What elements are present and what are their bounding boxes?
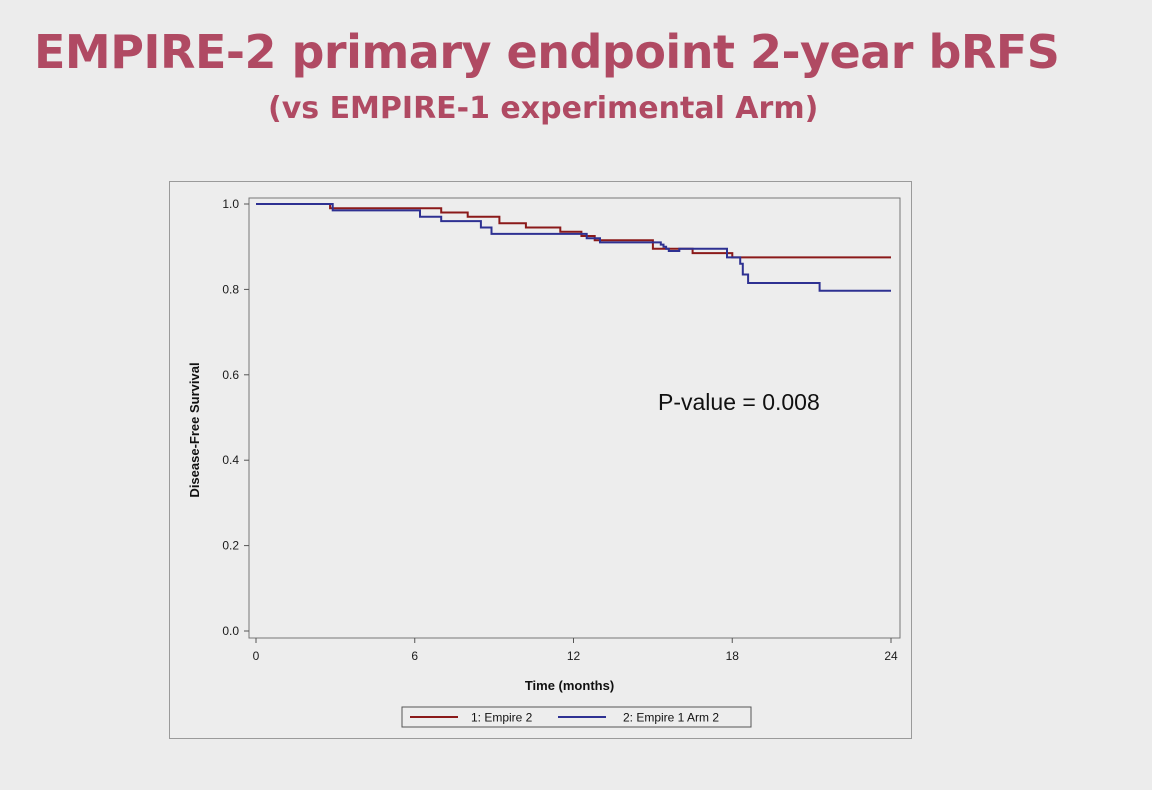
series-layer bbox=[256, 203, 891, 292]
series-line-2 bbox=[256, 203, 891, 292]
x-axis-label: Time (months) bbox=[525, 678, 614, 693]
slide-subtitle: (vs EMPIRE-1 experimental Arm) bbox=[268, 91, 819, 126]
p-value-annotation: P-value = 0.008 bbox=[658, 389, 820, 415]
y-tick-label: 1.0 bbox=[222, 197, 239, 211]
plot-area bbox=[248, 197, 901, 639]
legend-border bbox=[401, 706, 752, 728]
x-tick-label: 12 bbox=[567, 649, 581, 663]
y-axis: 0.0 0.2 0.4 0.6 0.8 1.0 bbox=[222, 197, 249, 638]
x-tick-label: 18 bbox=[726, 649, 740, 663]
chart-panel: 0.0 0.2 0.4 0.6 0.8 1.0 0 6 12 18 24 Disease-Free… bbox=[169, 181, 912, 739]
y-tick-label: 0.0 bbox=[222, 624, 239, 638]
slide-title: EMPIRE-2 primary endpoint 2-year bRFS bbox=[34, 25, 1060, 79]
series-line-1 bbox=[256, 203, 891, 259]
y-tick-label: 0.4 bbox=[222, 453, 239, 467]
legend: 1: Empire 2 2: Empire 1 Arm 2 bbox=[401, 706, 752, 728]
x-tick-label: 6 bbox=[411, 649, 418, 663]
y-tick-label: 0.8 bbox=[222, 282, 239, 296]
survival-chart: 0.0 0.2 0.4 0.6 0.8 1.0 0 6 12 18 24 Disease-Free… bbox=[187, 197, 901, 728]
y-axis-label: Disease-Free Survival bbox=[187, 362, 202, 497]
legend-label-1: 1: Empire 2 bbox=[471, 711, 533, 725]
x-axis: 0 6 12 18 24 bbox=[253, 638, 898, 663]
y-tick-label: 0.2 bbox=[222, 539, 239, 553]
y-tick-label: 0.6 bbox=[222, 368, 239, 382]
legend-label-2: 2: Empire 1 Arm 2 bbox=[623, 711, 719, 725]
x-tick-label: 0 bbox=[253, 649, 260, 663]
plot-border bbox=[248, 197, 901, 639]
x-tick-label: 24 bbox=[884, 649, 898, 663]
